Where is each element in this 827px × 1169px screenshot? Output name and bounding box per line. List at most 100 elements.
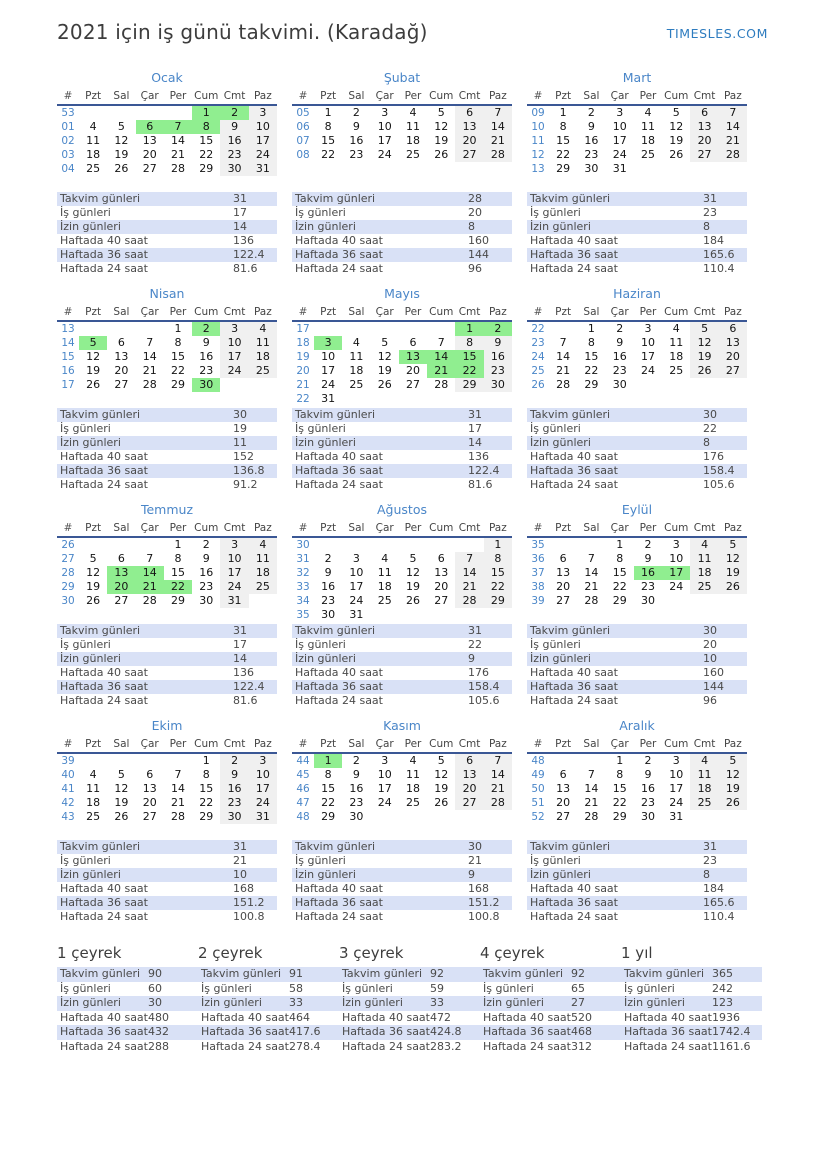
weekday-header: Sal [113,306,130,318]
empty-day-cell [107,754,135,768]
week-row: 26 28 29 30 [527,378,747,392]
day-cell: 25 [248,580,277,594]
stat-value: 17 [233,638,247,651]
stat-value: 90 [148,967,162,980]
day-cell: 6 [718,322,747,336]
empty-day-cell [549,322,577,336]
stat-value: 417.6 [289,1025,321,1038]
stat-label: Takvim günleri [483,967,564,980]
stat-value: 100.8 [468,910,500,923]
stat-value: 123 [712,996,733,1009]
week-row: 51 20 21 22 23 24 25 26 [527,796,747,810]
day-cell: 28 [142,594,157,607]
day-cell: 16 [483,350,512,364]
stat-row: Takvim günleri 31 [292,624,512,638]
day-cell: 4 [89,120,97,133]
day-cell: 7 [455,552,484,566]
day-cell: 21 [142,364,157,377]
stat-row: İş günleri 22 [292,638,512,652]
week-row: 42 18 19 20 21 22 23 24 [57,796,277,810]
weekday-header: Çar [375,306,394,318]
day-cell: 14 [170,134,185,147]
week-row: 05 1 2 3 4 5 6 7 [292,106,512,120]
stat-label: Haftada 40 saat [342,1010,430,1024]
stat-row: Haftada 24 saat 100.8 [292,910,512,924]
stat-row: İş günleri 17 [57,206,277,220]
stat-value: 151.2 [233,896,265,909]
day-cell: 6 [135,120,164,134]
day-cell: 25 [690,580,719,594]
day-cell: 24 [321,378,336,391]
month-stats-table: Takvim günleri 31 İş günleri 21 İzin günleri… [57,840,277,924]
summary-stat-row: İzin günleri 30 İzin günleri 33 İzin günleri… [57,996,762,1011]
stat-row: Haftada 40 saat 136 [292,450,512,464]
day-cell: 19 [690,350,719,364]
stat-value: 81.6 [233,262,258,275]
day-cell: 25 [405,148,420,161]
week-row: 04 25 26 27 28 29 30 31 [57,162,277,176]
empty-day-cell [371,608,399,622]
day-cell: 19 [434,134,449,147]
day-cell: 28 [584,594,599,607]
day-cell: 30 [321,608,336,621]
weekday-header: Paz [253,306,272,318]
weekday-header: Sal [348,522,365,534]
weekday-header-row: # Pzt Sal Çar Per Cum Cmt Paz [292,306,512,322]
day-cell: 16 [220,782,249,796]
month-title: Ocak [151,70,183,85]
stat-value: 152 [233,450,254,463]
months-grid: Ocak # Pzt Sal Çar Per Cum Cmt Paz 53 1 2 3 01 4 5 6 7 8 9 1… [57,70,768,924]
week-number: 34 [296,595,310,607]
stat-row: Haftada 36 saat 151.2 [57,896,277,910]
month-block: Kasım # Pzt Sal Çar Per Cum Cmt Paz 44 1 2 3 4 5 6 7 45 8 9… [292,718,512,924]
week-number: 20 [296,365,310,377]
week-number: 39 [61,755,75,767]
day-cell: 20 [690,134,719,148]
stat-row: Haftada 40 saat 160 [527,666,747,680]
empty-day-cell [164,106,192,120]
day-cell: 4 [409,754,417,767]
day-cell: 16 [321,580,336,593]
stat-value: 31 [468,624,482,637]
month-title: Haziran [613,286,661,301]
week-row: 30 1 [292,538,512,552]
stat-row: İzin günleri 14 [292,436,512,450]
day-cell: 20 [405,364,420,377]
stat-value: 168 [468,882,489,895]
stat-label: Haftada 40 saat [60,234,148,247]
summary-stat-cell: İş günleri 58 [198,982,339,997]
day-cell: 4 [690,754,719,768]
day-cell: 1 [192,106,221,120]
week-row: 01 4 5 6 7 8 9 10 [57,120,277,134]
week-number: 46 [296,783,310,795]
stat-label: İzin günleri [483,996,544,1009]
day-cell: 28 [483,796,512,810]
day-cell: 27 [690,148,719,162]
month-title: Mart [622,70,652,85]
brand-link[interactable]: TIMESLES.COM [666,26,768,41]
day-cell: 18 [690,782,719,796]
stat-label: Haftada 40 saat [60,666,148,679]
empty-day-cell [719,594,747,608]
day-cell: 12 [86,566,101,579]
empty-day-cell [634,378,662,392]
day-cell: 2 [220,106,249,120]
weekday-header: Sal [583,306,600,318]
stat-value: 122.4 [468,464,500,477]
day-cell: 30 [640,810,655,823]
day-cell: 23 [483,364,512,378]
summary-stat-cell: İş günleri 65 [480,982,621,997]
day-cell: 29 [170,594,185,607]
stat-value: 30 [233,408,247,421]
empty-day-cell [79,322,107,336]
stat-value: 520 [571,1010,592,1024]
day-cell: 17 [662,566,691,580]
stat-value: 480 [148,1010,169,1024]
day-cell: 4 [409,106,417,119]
week-row: 26 1 2 3 4 [57,538,277,552]
day-cell: 29 [556,162,571,175]
stat-label: İş günleri [530,422,581,435]
day-cell: 27 [455,148,484,162]
stat-label: İş günleri [624,981,675,995]
stat-row: Haftada 40 saat 136 [57,666,277,680]
